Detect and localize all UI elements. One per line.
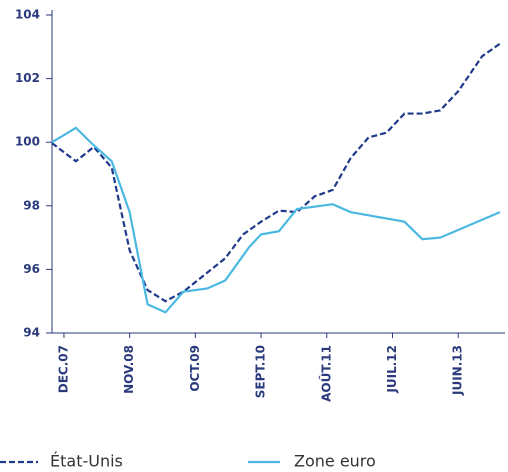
y-tick-label: 100 [15,135,40,149]
y-tick-label: 94 [23,326,40,340]
x-tick-label: SEPT.10 [254,345,268,398]
x-tick-label: DEC.07 [56,345,70,393]
legend-label: Zone euro [294,452,376,471]
series-line [51,126,501,314]
y-tick-label: 96 [23,262,40,276]
y-tick-label: 104 [15,8,40,22]
x-tick-label: JUIL.12 [385,345,399,394]
y-tick-label: 98 [23,198,40,212]
y-tick-label: 102 [15,71,40,85]
x-tick-label: AOÛT.11 [318,345,333,402]
legend-label: État-Unis [50,452,123,471]
x-tick-label: NOV.08 [122,345,136,394]
series-line [51,42,501,303]
x-tick-label: OCT.09 [188,345,202,392]
x-tick-label: JUIN.13 [451,345,465,396]
